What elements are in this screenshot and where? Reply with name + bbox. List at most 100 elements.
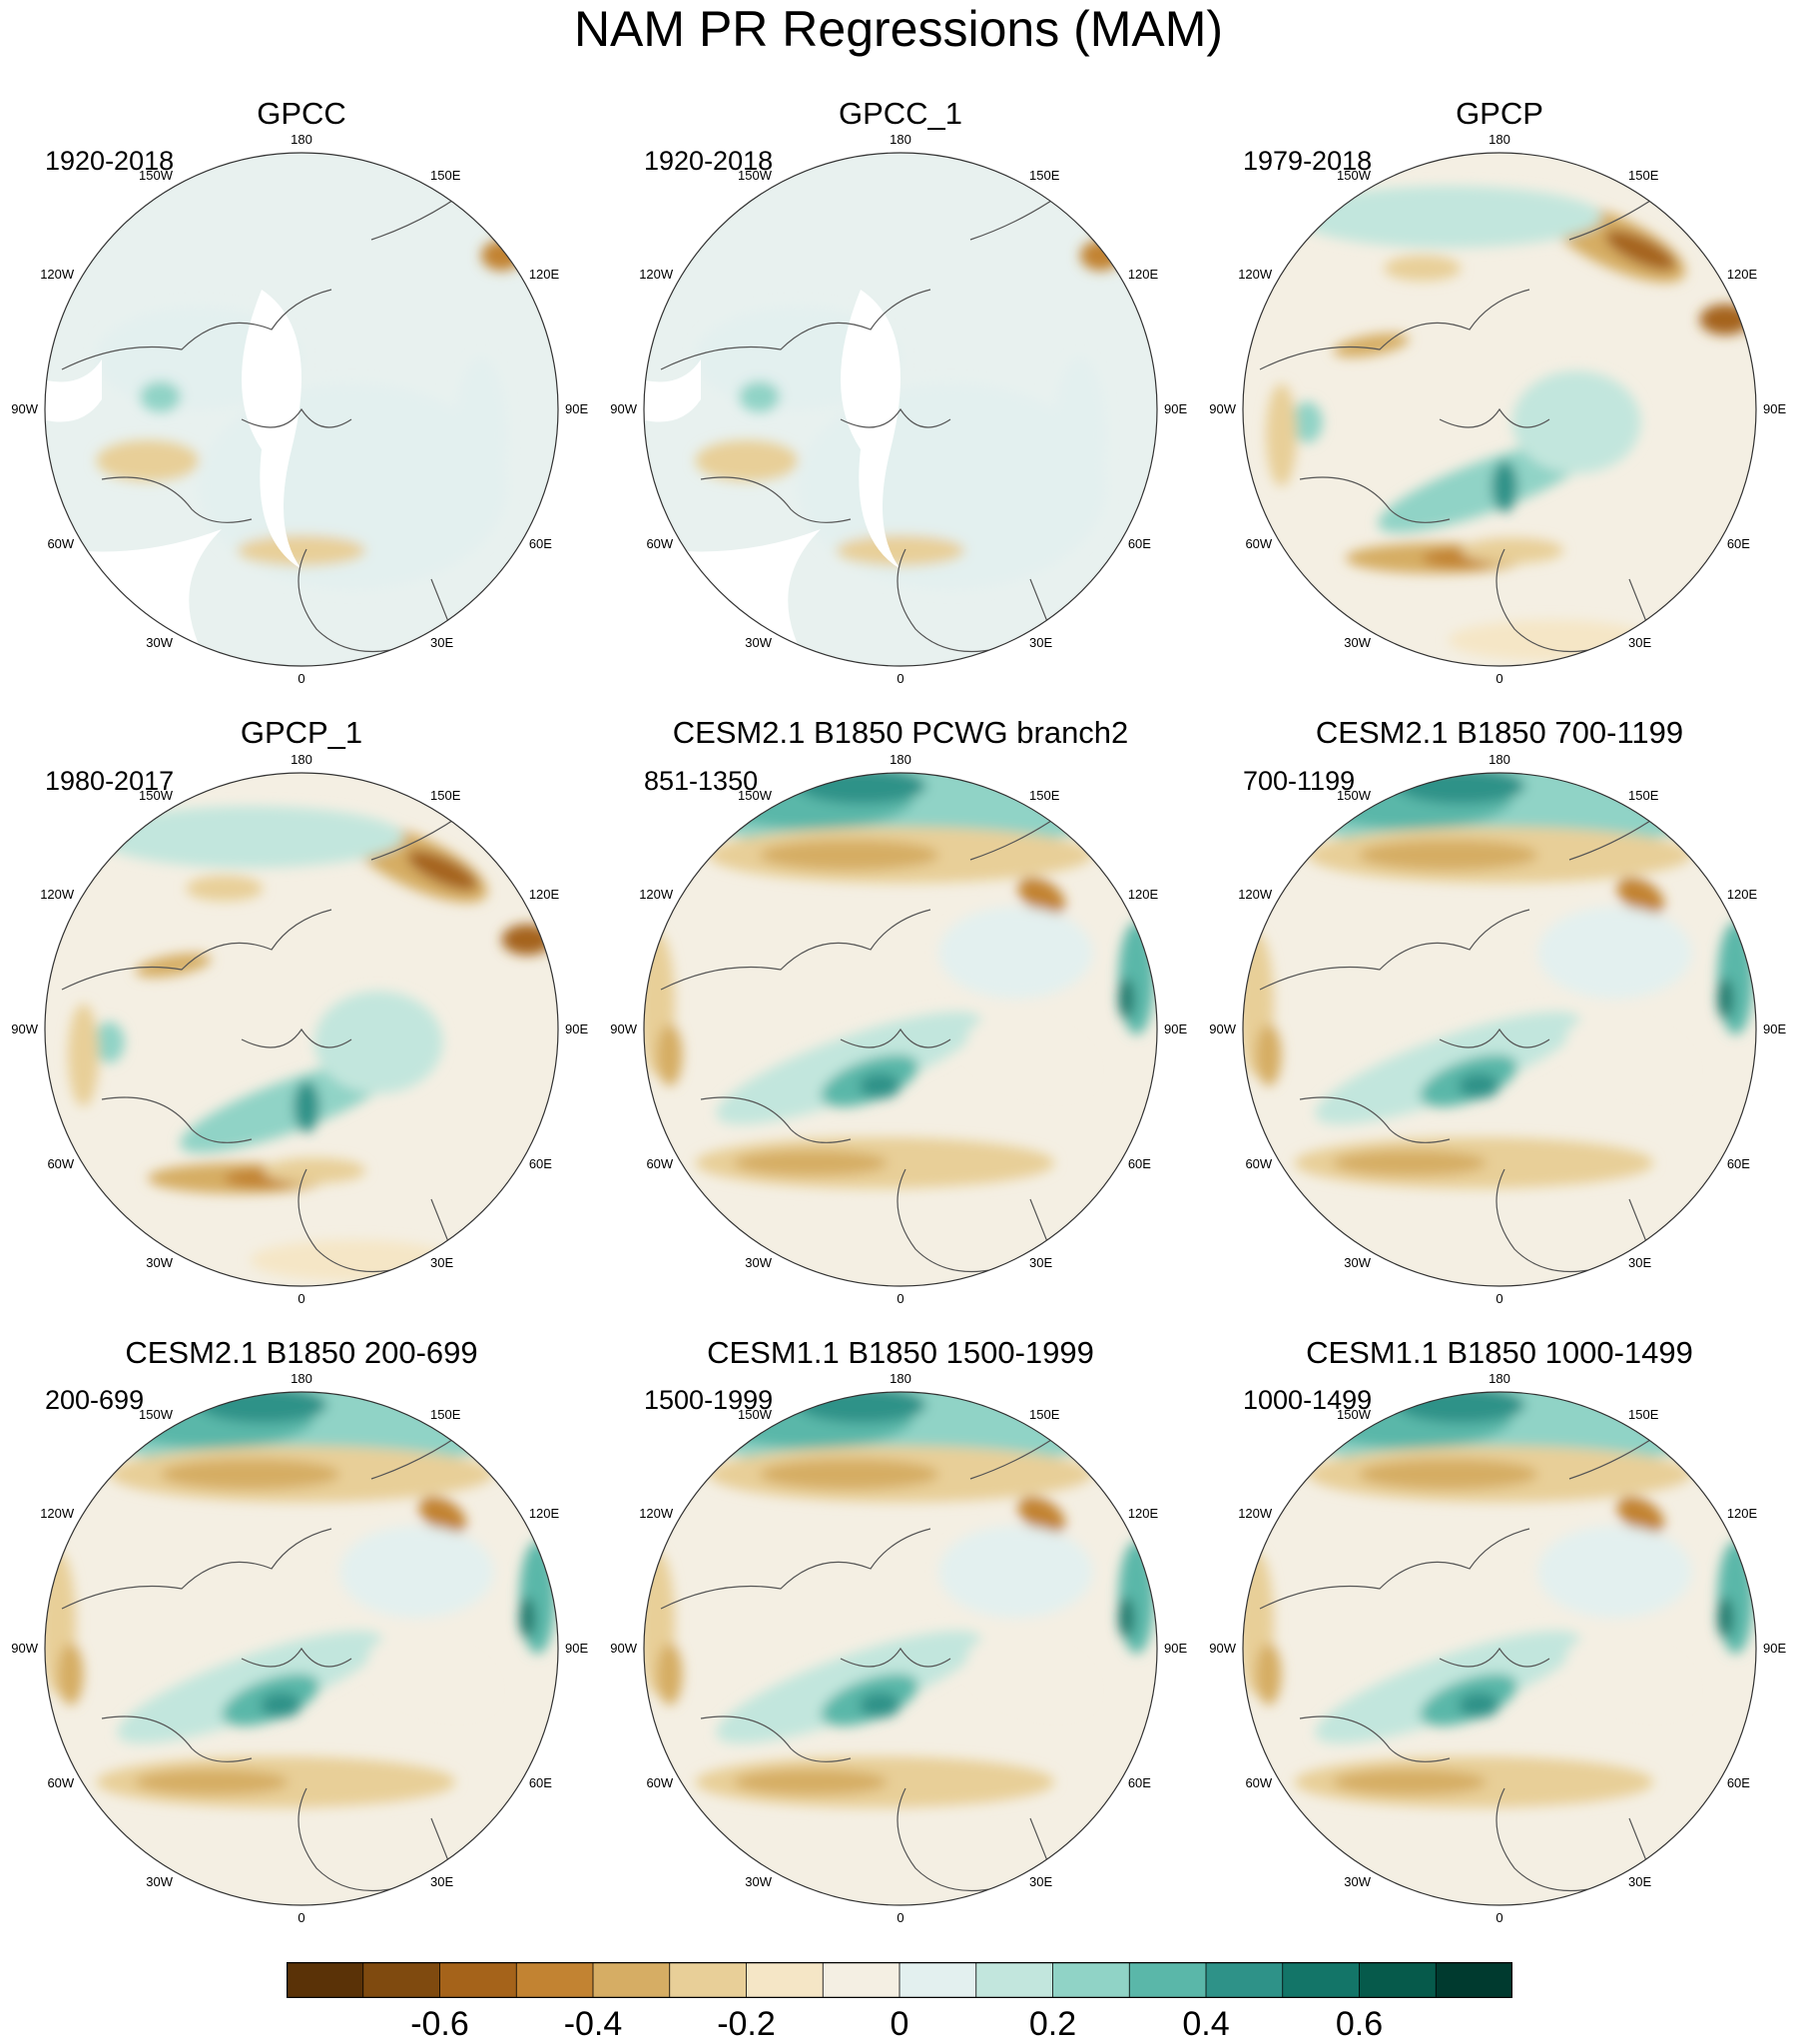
longitude-label: 0 (1496, 1910, 1503, 1925)
colorbar-swatch (898, 1962, 977, 1998)
longitude-label: 90W (610, 1022, 637, 1036)
longitude-label: 30W (745, 1873, 772, 1889)
panel-title: CESM2.1 B1850 700-1199 (1315, 715, 1684, 750)
longitude-label: 60E (1726, 1156, 1750, 1171)
longitude-label: 90E (565, 401, 589, 416)
colorbar-swatch (1359, 1962, 1438, 1998)
colorbar-swatch (822, 1962, 900, 1998)
polar-map (643, 1391, 1158, 1906)
longitude-label: 0 (298, 1910, 305, 1925)
colorbar-swatch (362, 1962, 441, 1998)
panel-title: GPCP_1 (240, 715, 363, 750)
longitude-label: 30W (745, 1254, 772, 1270)
polar-map (1242, 1391, 1757, 1906)
longitude-label: 120E (1127, 1506, 1159, 1521)
longitude-label: 180 (1489, 132, 1510, 147)
longitude-label: 150W (1337, 168, 1371, 184)
longitude-label: 150E (430, 168, 461, 184)
longitude-label: 120E (528, 887, 560, 902)
polar-map (1242, 772, 1757, 1287)
colorbar-swatch (746, 1962, 825, 1998)
longitude-label: 60W (646, 1775, 674, 1790)
longitude-label: 90E (565, 1022, 589, 1036)
panel-years-label: 200-699 (45, 1385, 145, 1415)
longitude-label: 120E (1127, 887, 1159, 902)
colorbar-swatch (1205, 1962, 1284, 1998)
longitude-label: 150E (1029, 1407, 1060, 1423)
longitude-label: 30W (1344, 634, 1371, 650)
longitude-label: 30E (430, 1873, 454, 1889)
longitude-label: 180 (1489, 1371, 1510, 1386)
colorbar-swatch (592, 1962, 671, 1998)
longitude-label: 60E (1726, 536, 1750, 551)
longitude-label: 120W (40, 1506, 75, 1521)
longitude-label: 150W (1337, 1407, 1371, 1423)
longitude-label: 180 (1489, 752, 1510, 767)
longitude-label: 120E (1127, 267, 1159, 282)
longitude-label: 30E (1628, 1873, 1652, 1889)
longitude-label: 120E (1726, 267, 1758, 282)
panel-years-label: 1000-1499 (1243, 1385, 1373, 1415)
longitude-label: 120W (40, 267, 75, 282)
longitude-label: 180 (890, 1371, 911, 1386)
longitude-label: 60E (1127, 536, 1151, 551)
longitude-label: 30E (1029, 634, 1053, 650)
longitude-label: 150W (738, 168, 772, 184)
figure-title: NAM PR Regressions (MAM) (573, 1, 1224, 57)
colorbar-swatch (669, 1962, 748, 1998)
colorbar-swatch (287, 1962, 364, 1998)
colorbar (287, 1962, 1512, 1998)
longitude-label: 120W (1238, 1506, 1273, 1521)
longitude-label: 120W (639, 1506, 674, 1521)
longitude-label: 90W (1209, 1641, 1236, 1656)
colorbar-tick-label: -0.6 (410, 2005, 469, 2043)
colorbar-swatch (1435, 1962, 1512, 1998)
longitude-label: 120W (40, 887, 75, 902)
longitude-label: 0 (298, 671, 305, 686)
colorbar-swatch (439, 1962, 518, 1998)
polar-map (1242, 152, 1757, 667)
longitude-label: 180 (890, 132, 911, 147)
panel-title: GPCC (257, 96, 346, 131)
longitude-label: 30W (146, 1254, 173, 1270)
longitude-label: 150E (1029, 788, 1060, 804)
longitude-label: 180 (291, 132, 312, 147)
longitude-label: 120E (528, 1506, 560, 1521)
longitude-label: 150E (430, 788, 461, 804)
longitude-label: 60E (1726, 1775, 1750, 1790)
colorbar-tick-label: 0.2 (1028, 2005, 1077, 2043)
longitude-label: 60W (1245, 1156, 1273, 1171)
longitude-label: 120E (528, 267, 560, 282)
longitude-label: 150E (1628, 168, 1659, 184)
panel-years-label: 1980-2017 (45, 766, 175, 796)
longitude-label: 0 (897, 671, 904, 686)
longitude-label: 120W (639, 267, 674, 282)
longitude-label: 90W (1209, 401, 1236, 416)
longitude-label: 60W (1245, 1775, 1273, 1790)
panel-years-label: 1500-1999 (644, 1385, 774, 1415)
panel-title: GPCC_1 (838, 96, 963, 131)
longitude-label: 0 (897, 1291, 904, 1306)
longitude-label: 90W (1209, 1022, 1236, 1036)
panel-years-label: 851-1350 (644, 766, 759, 796)
panel-years-label: 1920-2018 (644, 146, 774, 176)
longitude-label: 30E (1628, 1254, 1652, 1270)
longitude-label: 90W (610, 401, 637, 416)
longitude-label: 30W (1344, 1873, 1371, 1889)
longitude-label: 120W (1238, 887, 1273, 902)
longitude-label: 0 (1496, 1291, 1503, 1306)
longitude-label: 150W (139, 788, 173, 804)
longitude-label: 150W (139, 1407, 173, 1423)
colorbar-tick-label: 0.4 (1182, 2005, 1230, 2043)
longitude-label: 30E (430, 634, 454, 650)
longitude-label: 90W (610, 1641, 637, 1656)
panel-years-label: 700-1199 (1243, 766, 1356, 796)
longitude-label: 150W (139, 168, 173, 184)
longitude-label: 0 (298, 1291, 305, 1306)
longitude-label: 30W (146, 634, 173, 650)
longitude-label: 30W (745, 634, 772, 650)
longitude-label: 60E (1127, 1156, 1151, 1171)
longitude-label: 90W (11, 401, 38, 416)
longitude-label: 60W (1245, 536, 1273, 551)
longitude-label: 120E (1726, 887, 1758, 902)
